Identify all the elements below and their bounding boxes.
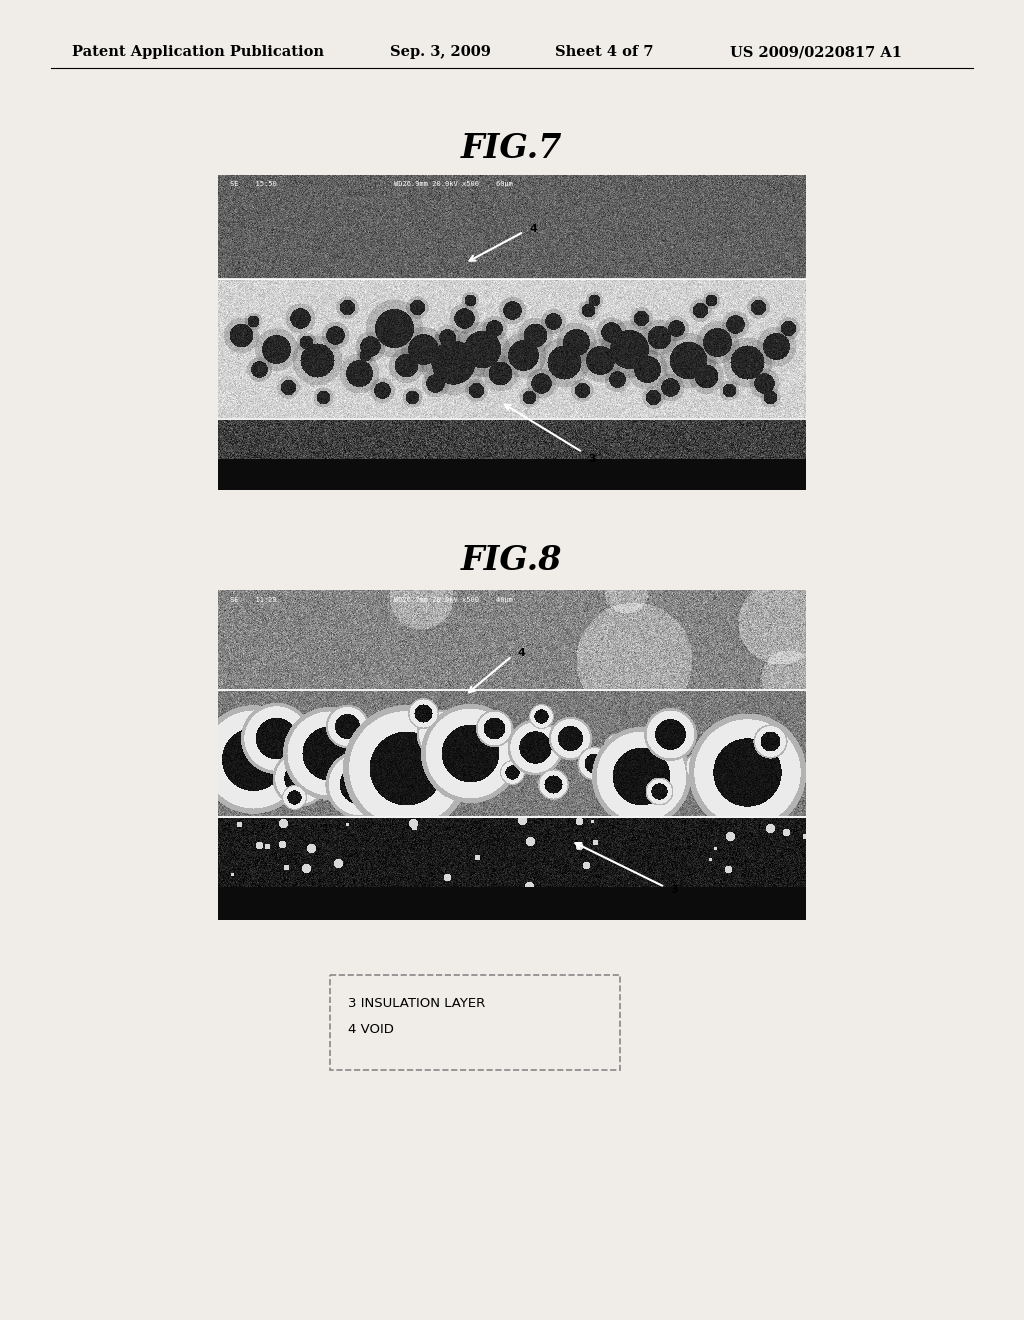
Text: Sheet 4 of 7: Sheet 4 of 7 — [555, 45, 653, 59]
Text: SE    11:29: SE 11:29 — [229, 597, 276, 603]
Text: Sep. 3, 2009: Sep. 3, 2009 — [390, 45, 490, 59]
Text: 3: 3 — [589, 454, 596, 463]
Text: WD26.9mm 20.0kV x500    60μm: WD26.9mm 20.0kV x500 60μm — [394, 181, 513, 187]
Text: SE    15:50: SE 15:50 — [229, 181, 276, 187]
Bar — [330, 975, 620, 1071]
Text: Patent Application Publication: Patent Application Publication — [72, 45, 324, 59]
Text: FIG.8: FIG.8 — [461, 544, 563, 577]
Text: 3: 3 — [671, 886, 678, 895]
Text: US 2009/0220817 A1: US 2009/0220817 A1 — [730, 45, 902, 59]
Text: 4: 4 — [518, 648, 525, 657]
Text: FIG.7: FIG.7 — [461, 132, 563, 165]
Text: 4 VOID: 4 VOID — [348, 1023, 394, 1036]
Text: 3 INSULATION LAYER: 3 INSULATION LAYER — [348, 997, 485, 1010]
Text: 4: 4 — [529, 223, 538, 234]
Text: WD26.7mm 20.0kV x500    40μm: WD26.7mm 20.0kV x500 40μm — [394, 597, 513, 603]
